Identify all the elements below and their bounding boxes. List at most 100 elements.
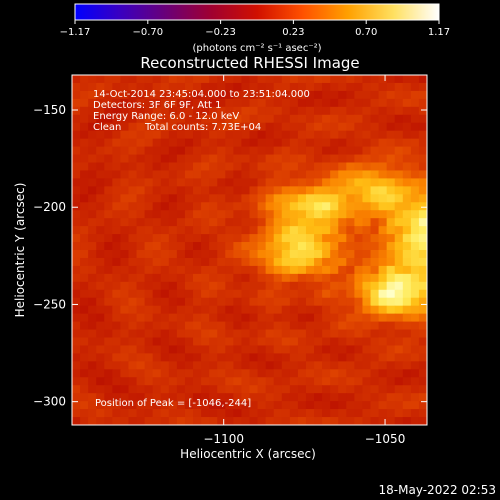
heatmap-cell — [225, 218, 234, 227]
heatmap-cell — [418, 321, 427, 331]
heatmap-cell — [120, 210, 130, 219]
heatmap-cell — [362, 313, 372, 323]
heatmap-cell — [209, 106, 218, 116]
heatmap-cell — [209, 154, 218, 164]
heatmap-cell — [120, 186, 130, 195]
heatmap-cell — [314, 321, 323, 331]
heatmap-cell — [152, 194, 162, 203]
heatmap-cell — [402, 281, 412, 291]
heatmap-cell — [176, 114, 186, 124]
heatmap-cell — [418, 186, 427, 195]
heatmap-cell — [217, 377, 226, 386]
heatmap-cell — [362, 257, 372, 267]
heatmap-cell — [152, 162, 162, 172]
heatmap-cell — [257, 377, 267, 386]
heatmap-cell — [168, 393, 178, 402]
heatmap-cell — [346, 329, 355, 339]
heatmap-cell — [378, 393, 388, 402]
heatmap-cell — [233, 369, 243, 378]
heatmap-cell — [88, 162, 97, 172]
heatmap-cell — [410, 409, 420, 418]
heatmap-cell — [209, 313, 218, 323]
heatmap-cell — [233, 417, 243, 425]
heatmap-cell — [241, 210, 251, 219]
heatmap-cell — [273, 146, 283, 156]
heatmap-cell — [152, 337, 162, 347]
heatmap-cell — [297, 289, 307, 299]
heatmap-cell — [96, 409, 105, 418]
heatmap-cell — [184, 170, 194, 180]
heatmap-cell — [225, 289, 234, 299]
heatmap-cell — [176, 194, 186, 203]
heatmap-cell — [402, 226, 412, 235]
heatmap-cell — [273, 162, 283, 172]
heatmap-cell — [160, 114, 170, 124]
heatmap-cell — [418, 210, 427, 219]
heatmap-cell — [305, 313, 315, 323]
heatmap-cell — [394, 130, 404, 140]
heatmap-cell — [176, 75, 186, 84]
heatmap-cell — [96, 234, 105, 243]
heatmap-cell — [120, 273, 130, 283]
heatmap-cell — [281, 75, 291, 84]
heatmap-cell — [233, 401, 243, 410]
heatmap-cell — [88, 409, 97, 418]
heatmap-cell — [354, 289, 364, 299]
heatmap-cell — [289, 234, 299, 243]
heatmap-cell — [88, 361, 97, 370]
heatmap-cell — [104, 82, 113, 92]
heatmap-cell — [233, 297, 243, 307]
heatmap-cell — [378, 202, 388, 211]
heatmap-cell — [193, 369, 202, 378]
heatmap-cell — [176, 202, 186, 211]
heatmap-cell — [394, 82, 404, 92]
heatmap-cell — [104, 401, 113, 410]
heatmap-cell — [402, 409, 412, 418]
heatmap-cell — [184, 289, 194, 299]
heatmap-cell — [273, 313, 283, 323]
heatmap-cell — [217, 114, 226, 124]
heatmap-cell — [378, 98, 388, 108]
heatmap-cell — [96, 385, 105, 394]
heatmap-cell — [104, 385, 113, 394]
heatmap-cell — [72, 250, 81, 259]
heatmap-cell — [289, 82, 299, 92]
heatmap-cell — [305, 417, 315, 425]
heatmap-cell — [338, 98, 347, 108]
heatmap-cell — [225, 202, 234, 211]
heatmap-cell — [273, 377, 283, 386]
heatmap-cell — [410, 265, 420, 275]
heatmap-cell — [112, 345, 122, 355]
heatmap-cell — [184, 162, 194, 172]
heatmap-cell — [305, 114, 315, 124]
heatmap-cell — [241, 289, 251, 299]
heatmap-cell — [249, 130, 259, 140]
heatmap-cell — [72, 393, 81, 402]
heatmap-cell — [120, 202, 130, 211]
heatmap-cell — [88, 257, 97, 267]
heatmap-cell — [330, 369, 339, 378]
heatmap-cell — [96, 393, 105, 402]
heatmap-cell — [346, 353, 355, 362]
heatmap-cell — [80, 329, 89, 339]
heatmap-cell — [112, 178, 122, 187]
heatmap-cell — [88, 170, 97, 180]
heatmap-cell — [112, 305, 122, 315]
heatmap-cell — [104, 170, 113, 180]
heatmap-cell — [257, 234, 267, 243]
heatmap-cell — [346, 257, 355, 267]
heatmap-cell — [249, 337, 259, 347]
heatmap-cell — [322, 345, 331, 355]
heatmap-cell — [330, 122, 339, 132]
heatmap-cell — [289, 122, 299, 132]
heatmap-cell — [249, 377, 259, 386]
heatmap-cell — [273, 114, 283, 124]
heatmap-cell — [378, 401, 388, 410]
heatmap-cell — [104, 393, 113, 402]
heatmap-cell — [152, 313, 162, 323]
heatmap-cell — [201, 210, 210, 219]
heatmap-cell — [370, 122, 380, 132]
heatmap-cell — [289, 385, 299, 394]
heatmap-cell — [201, 202, 210, 211]
heatmap-cell — [144, 321, 154, 331]
